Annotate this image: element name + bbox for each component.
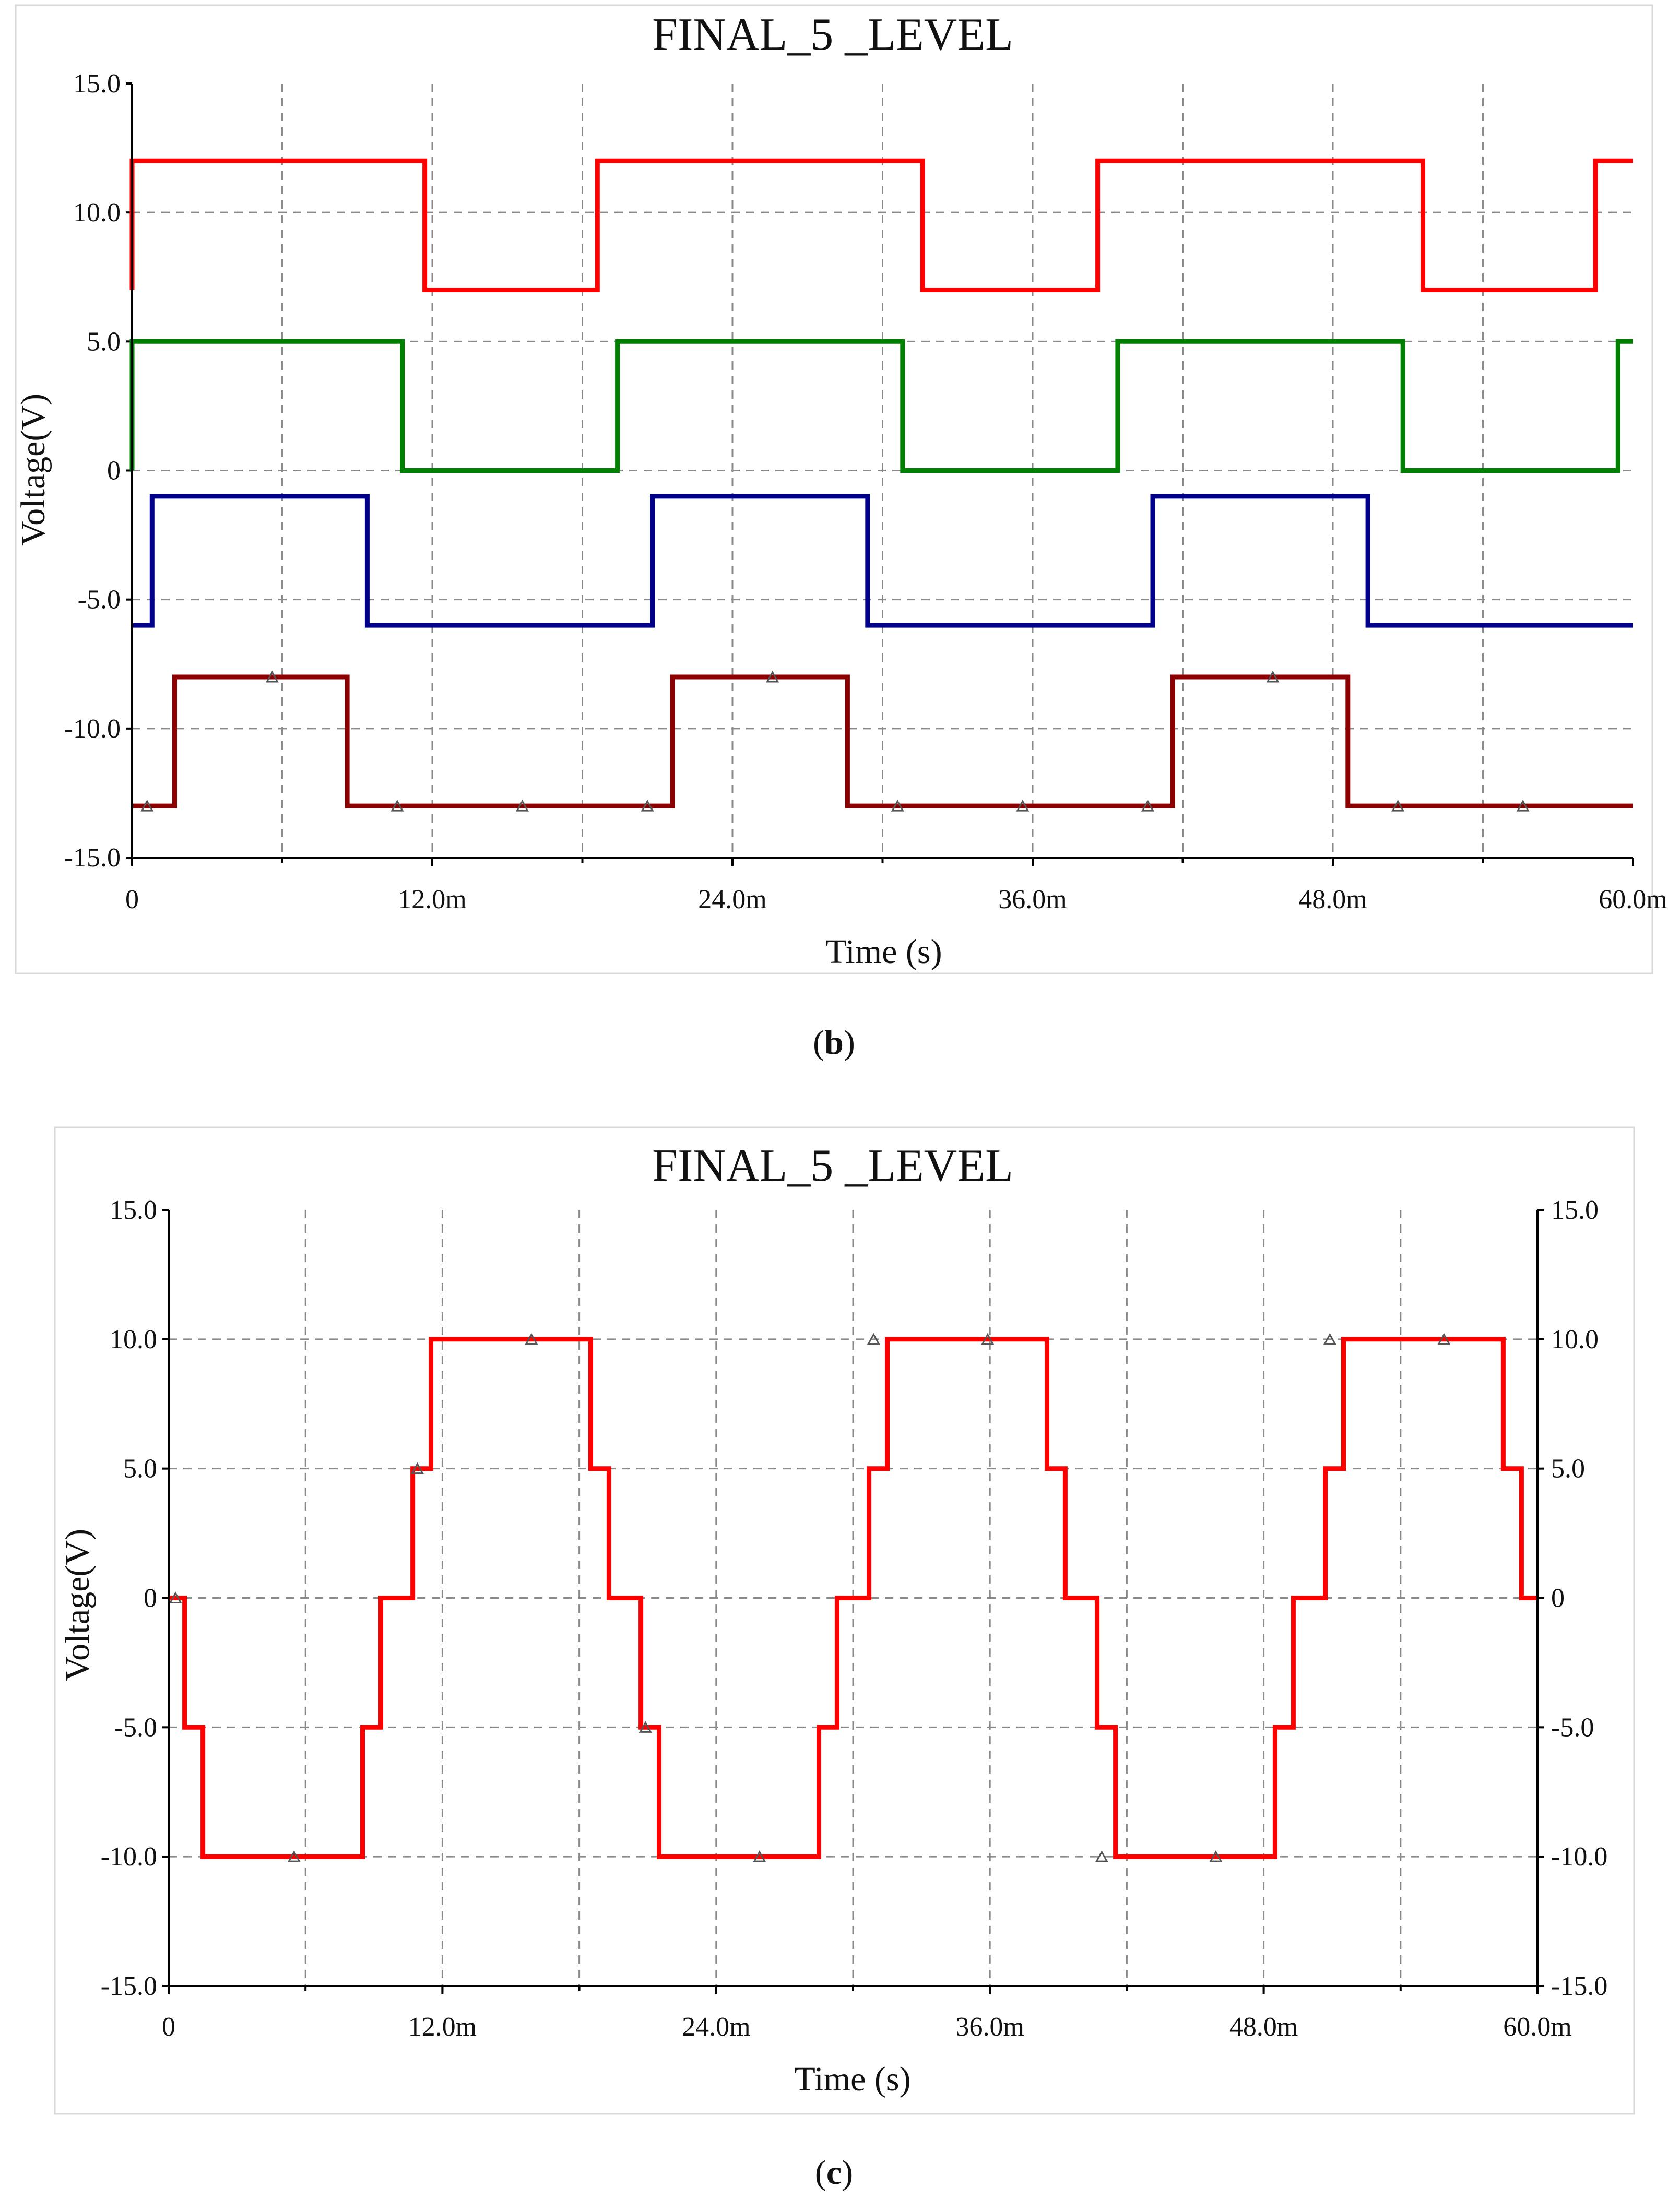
series-marker: [525, 1333, 538, 1345]
series-marker: [265, 670, 279, 683]
y-tick-label-right: 15.0: [1551, 1195, 1599, 1225]
y-tick-label-right: -10.0: [1551, 1842, 1607, 1872]
x-tick-label: 48.0m: [1298, 885, 1367, 914]
series-marker: [1016, 800, 1030, 812]
y-tick-label: -15.0: [101, 1971, 157, 2001]
series-marker: [1266, 670, 1280, 683]
x-axis-label-c: Time (s): [794, 2060, 910, 2098]
y-tick-label: 10.0: [110, 1325, 157, 1354]
panel-b-frame: [15, 4, 1653, 974]
series-marker: [1391, 800, 1405, 812]
y-tick-label: -5.0: [114, 1712, 157, 1742]
series-marker: [410, 1462, 424, 1474]
series-marker: [140, 800, 154, 812]
series-carrier-1: [129, 158, 1633, 292]
series-marker: [981, 1333, 995, 1345]
series-marker: [391, 800, 404, 812]
y-tick-label: -10.0: [101, 1842, 157, 1872]
x-tick-label: 0: [125, 885, 139, 914]
series-marker: [287, 1850, 301, 1862]
series-marker: [1437, 1333, 1451, 1345]
y-tick-label: 15.0: [73, 69, 121, 99]
y-tick-label: 10.0: [73, 198, 121, 228]
y-tick-label: -5.0: [78, 585, 121, 615]
y-tick-label-right: -15.0: [1551, 1971, 1607, 2001]
y-axis-ticks-c: 15.0 15.0 10.0 10.0 5.0 5.0 0 0 -5.0 -5.0 -10.0 -10…: [101, 1195, 1608, 2001]
x-tick-label: 12.0m: [408, 2012, 477, 2042]
series-marker: [169, 1591, 182, 1603]
chart-title-b: FINAL_5 _LEVEL: [652, 9, 1013, 60]
x-tick-label: 36.0m: [955, 2012, 1024, 2042]
x-tick-label: 48.0m: [1229, 2012, 1298, 2042]
y-axis-ticks-b: 15.0 10.0 5.0 0 -5.0 -10.0 -15.0: [64, 69, 132, 873]
series-marker: [515, 800, 529, 812]
x-tick-label: 60.0m: [1599, 885, 1667, 914]
series-marker: [1323, 1333, 1336, 1345]
x-tick-label: 24.0m: [682, 2012, 750, 2042]
y-tick-label-right: 5.0: [1551, 1454, 1585, 1484]
x-axis-ticks-b: 0 12.0m 24.0m 36.0m 48.0m 60.0m: [125, 858, 1667, 914]
y-tick-label: 15.0: [110, 1195, 157, 1225]
x-tick-label: 60.0m: [1503, 2012, 1571, 2042]
caption-c-letter: c: [826, 2154, 842, 2192]
y-tick-label: 5.0: [87, 327, 121, 356]
panel-c-frame: [54, 1126, 1635, 2115]
axes-c: [168, 1210, 1539, 1987]
chart-panel-c: FINAL_5 _LEVEL 15.0 15.010.0 10.05.0 5.00 0-…: [54, 1126, 1635, 2115]
y-axis-label-b: Voltage(V): [14, 394, 52, 546]
x-axis-label-b: Time (s): [825, 933, 942, 971]
series-carrier-2: [129, 339, 1633, 473]
y-tick-label-right: 0: [1551, 1584, 1565, 1613]
x-tick-label: 24.0m: [698, 885, 766, 914]
series-marker: [1141, 800, 1154, 812]
x-tick-label: 36.0m: [998, 885, 1067, 914]
series-output-5-level: [169, 1337, 1537, 1859]
y-tick-label: -15.0: [64, 843, 121, 873]
y-tick-label-right: 10.0: [1551, 1325, 1599, 1354]
series-marker: [638, 1721, 652, 1733]
series-group-c: [169, 1333, 1537, 1862]
y-tick-label: 0: [144, 1584, 157, 1613]
series-marker: [766, 670, 779, 683]
x-tick-label: 0: [162, 2012, 175, 2042]
chart-panel-b: FINAL_5 _LEVEL 15.0 10.0 5.0 0 -5.0 -10.0 -15.…: [14, 4, 1667, 974]
series-marker: [867, 1333, 880, 1345]
chart-title-c: FINAL_5 _LEVEL: [652, 1140, 1013, 1191]
x-tick-label: 12.0m: [398, 885, 466, 914]
x-axis-ticks-c: 0 12.0m 24.0m 36.0m 48.0m 60.0m: [162, 1986, 1572, 2042]
y-tick-label: 0: [107, 456, 121, 486]
y-tick-label-right: -5.0: [1551, 1712, 1594, 1742]
caption-b-letter: b: [824, 1024, 844, 1062]
y-tick-label: 5.0: [123, 1454, 157, 1484]
series-marker: [1209, 1850, 1223, 1862]
series-carrier-3: [132, 494, 1633, 628]
series-marker: [1516, 800, 1530, 812]
series-marker: [753, 1850, 766, 1862]
series-marker: [1095, 1850, 1108, 1862]
series-group-b: [129, 158, 1633, 812]
caption-b: (b): [813, 1024, 855, 1062]
series-marker: [891, 800, 904, 812]
y-axis-label-c: Voltage(V): [58, 1529, 97, 1681]
series-carrier-4: [132, 674, 1633, 808]
caption-c: (c): [814, 2154, 854, 2192]
axes-b: [131, 84, 1633, 859]
y-tick-label: -10.0: [64, 714, 121, 744]
series-marker: [641, 800, 654, 812]
